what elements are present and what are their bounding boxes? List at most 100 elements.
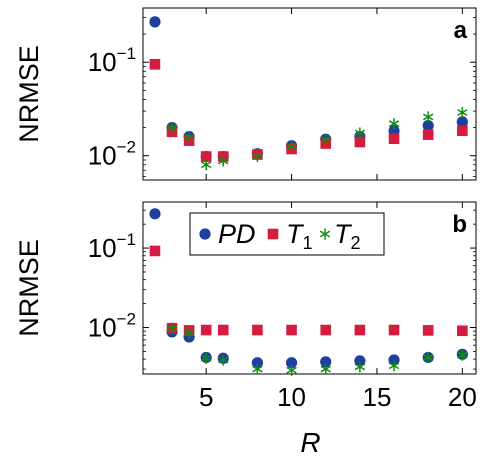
- data-point-t1: [200, 324, 212, 336]
- asterisk-stroke: [388, 120, 400, 127]
- asterisk-stroke: [320, 365, 331, 373]
- data-point-t1: [149, 245, 161, 257]
- asterisk-stroke: [252, 153, 263, 160]
- panel-a: 10−1 10−2 NRMSE a: [14, 7, 477, 181]
- legend-marker-3: [319, 228, 331, 240]
- asterisk-stroke: [218, 157, 229, 165]
- data-point-t1: [354, 136, 366, 148]
- asterisk-stroke: [184, 329, 195, 337]
- legend-box: [189, 212, 385, 256]
- asterisk-stroke: [201, 355, 212, 362]
- plot-frame: [142, 7, 477, 181]
- data-point-t2: [286, 140, 297, 153]
- data-point-t1: [422, 325, 434, 336]
- data-point-t1: [217, 324, 229, 336]
- legend-label-1: PD: [218, 219, 256, 249]
- data-point-t2: [218, 354, 229, 366]
- asterisk-stroke: [320, 136, 331, 143]
- data-point-t2: [388, 360, 400, 372]
- x-tick-label: 10: [277, 382, 306, 412]
- data-point-t1: [388, 133, 400, 145]
- y-axis-label: NRMSE: [14, 45, 44, 143]
- data-point-t2: [166, 121, 178, 134]
- data-point-t1: [457, 325, 468, 337]
- data-point-t1: [388, 324, 400, 336]
- data-point-t2: [423, 111, 434, 123]
- y-axis-label: NRMSE: [14, 239, 44, 337]
- data-point-pd: [354, 355, 366, 367]
- data-point-t2: [320, 133, 331, 146]
- data-point-t2: [252, 363, 263, 375]
- asterisk-stroke: [252, 365, 263, 373]
- asterisk-stroke: [166, 324, 178, 332]
- asterisk-stroke: [184, 133, 195, 140]
- data-point-pd: [149, 208, 161, 220]
- data-point-pd: [320, 356, 332, 368]
- data-point-t1: [252, 324, 263, 336]
- data-point-t2: [201, 159, 212, 171]
- data-point-t2: [184, 327, 195, 339]
- asterisk-stroke: [423, 354, 434, 361]
- data-point-t2: [252, 150, 263, 163]
- legend-label-3: T2: [334, 219, 361, 253]
- series-t2: [166, 322, 468, 376]
- series-t2: [166, 106, 468, 171]
- asterisk-stroke: [166, 124, 178, 131]
- legend-marker-1: [199, 228, 211, 240]
- asterisk-stroke: [218, 356, 229, 364]
- data-point-t1: [149, 58, 161, 70]
- data-point-t2: [184, 130, 195, 143]
- data-point-t2: [354, 127, 365, 139]
- y-tick-label: 10−1: [88, 230, 136, 263]
- asterisk-stroke: [457, 351, 468, 359]
- asterisk-stroke: [286, 366, 297, 374]
- asterisk-stroke: [423, 113, 434, 121]
- asterisk-stroke: [286, 143, 297, 150]
- x-axis-label: R: [300, 427, 320, 458]
- asterisk-stroke: [457, 109, 468, 116]
- data-point-pd: [149, 16, 161, 28]
- data-point-t2: [166, 322, 178, 334]
- plot-frame: [142, 201, 477, 375]
- series-t1: [149, 245, 468, 337]
- data-point-pd: [422, 119, 434, 132]
- data-point-t2: [354, 361, 365, 373]
- data-point-t2: [201, 352, 212, 365]
- x-tick-label: 20: [448, 382, 477, 412]
- legend-label-2: T1: [286, 219, 313, 253]
- data-point-pd: [285, 357, 298, 369]
- asterisk-stroke: [354, 363, 365, 371]
- data-point-t1: [286, 324, 297, 336]
- data-point-t2: [457, 106, 468, 119]
- panel-label: b: [452, 211, 467, 238]
- data-point-pd: [388, 354, 400, 366]
- data-point-t2: [457, 349, 468, 361]
- series-pd: [149, 16, 468, 163]
- data-point-t1: [457, 125, 468, 137]
- data-point-pd: [251, 357, 264, 369]
- legend-marker-2: [267, 228, 279, 240]
- data-point-t2: [218, 155, 229, 167]
- data-point-t2: [388, 117, 400, 130]
- data-point-t1: [200, 151, 212, 162]
- data-point-t2: [286, 364, 297, 376]
- x-tick-label: 15: [362, 382, 391, 412]
- series-t1: [149, 58, 468, 162]
- data-point-t2: [423, 351, 434, 364]
- asterisk-stroke: [388, 362, 400, 370]
- y-tick-label: 10−1: [88, 44, 136, 77]
- asterisk-stroke: [354, 129, 365, 137]
- y-tick-label: 10−2: [88, 310, 136, 343]
- data-point-t1: [354, 324, 366, 336]
- y-tick-label: 10−2: [88, 138, 136, 171]
- x-tick-label: 5: [199, 382, 213, 412]
- panel-label: a: [454, 17, 468, 44]
- data-point-t1: [320, 324, 332, 336]
- asterisk-stroke: [319, 230, 331, 238]
- data-point-t2: [320, 363, 331, 375]
- data-point-pd: [456, 116, 468, 128]
- asterisk-stroke: [201, 161, 212, 169]
- data-point-t1: [422, 129, 434, 140]
- legend: PD T1 T2: [189, 212, 385, 256]
